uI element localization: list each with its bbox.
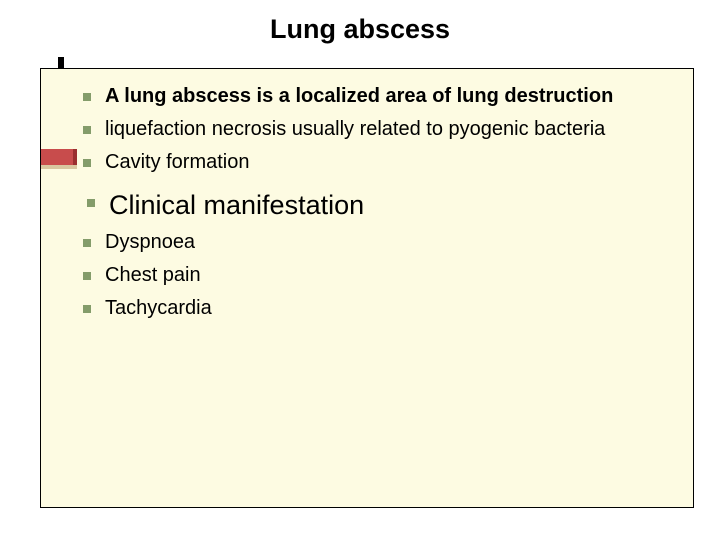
subheading-text: Clinical manifestation xyxy=(109,190,364,220)
bullet-icon xyxy=(83,239,91,247)
list-item: Cavity formation xyxy=(83,149,673,176)
list-item: Tachycardia xyxy=(83,295,673,322)
accent-bar-shadow xyxy=(41,165,77,169)
subheading-item: Clinical manifestation xyxy=(87,190,693,221)
list-item: A lung abscess is a localized area of lu… xyxy=(83,83,673,110)
list-item-text: A lung abscess is a localized area of lu… xyxy=(105,85,613,107)
list-item-text: Chest pain xyxy=(105,264,201,286)
content-box: A lung abscess is a localized area of lu… xyxy=(40,68,694,508)
list-item: liquefaction necrosis usually related to… xyxy=(83,116,673,143)
slide: Lung abscess A lung abscess is a localiz… xyxy=(0,0,720,540)
bullet-icon xyxy=(83,126,91,134)
list-item-text: Tachycardia xyxy=(105,297,212,319)
bullet-icon xyxy=(87,199,95,207)
list-item: Dyspnoea xyxy=(83,229,673,256)
subheading-list: Clinical manifestation xyxy=(41,182,693,229)
list-item: Chest pain xyxy=(83,262,673,289)
bullet-icon xyxy=(83,272,91,280)
definition-list: A lung abscess is a localized area of lu… xyxy=(41,69,693,176)
bullet-icon xyxy=(83,93,91,101)
list-item-text: Dyspnoea xyxy=(105,231,195,253)
bullet-icon xyxy=(83,305,91,313)
slide-title: Lung abscess xyxy=(0,0,720,45)
bullet-icon xyxy=(83,159,91,167)
list-item-text: Cavity formation xyxy=(105,151,250,173)
clinical-list: Dyspnoea Chest pain Tachycardia xyxy=(41,229,693,322)
list-item-text: liquefaction necrosis usually related to… xyxy=(105,118,605,140)
accent-bar xyxy=(41,149,77,165)
